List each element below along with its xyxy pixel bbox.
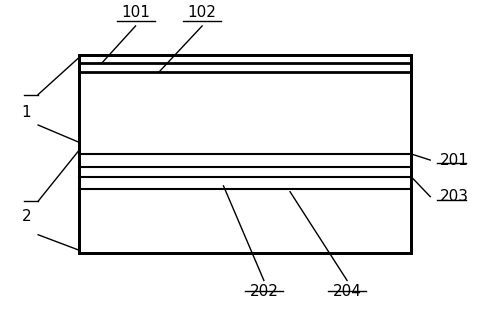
Text: 102: 102 [187, 5, 216, 20]
Bar [78, 55, 410, 253]
Text: 1: 1 [21, 105, 31, 120]
Text: 201: 201 [439, 153, 468, 168]
Text: 202: 202 [249, 284, 278, 299]
Text: 204: 204 [332, 284, 361, 299]
Bar [78, 55, 410, 253]
Text: 203: 203 [439, 189, 468, 204]
Text: 101: 101 [121, 5, 150, 20]
Text: 2: 2 [21, 209, 31, 224]
